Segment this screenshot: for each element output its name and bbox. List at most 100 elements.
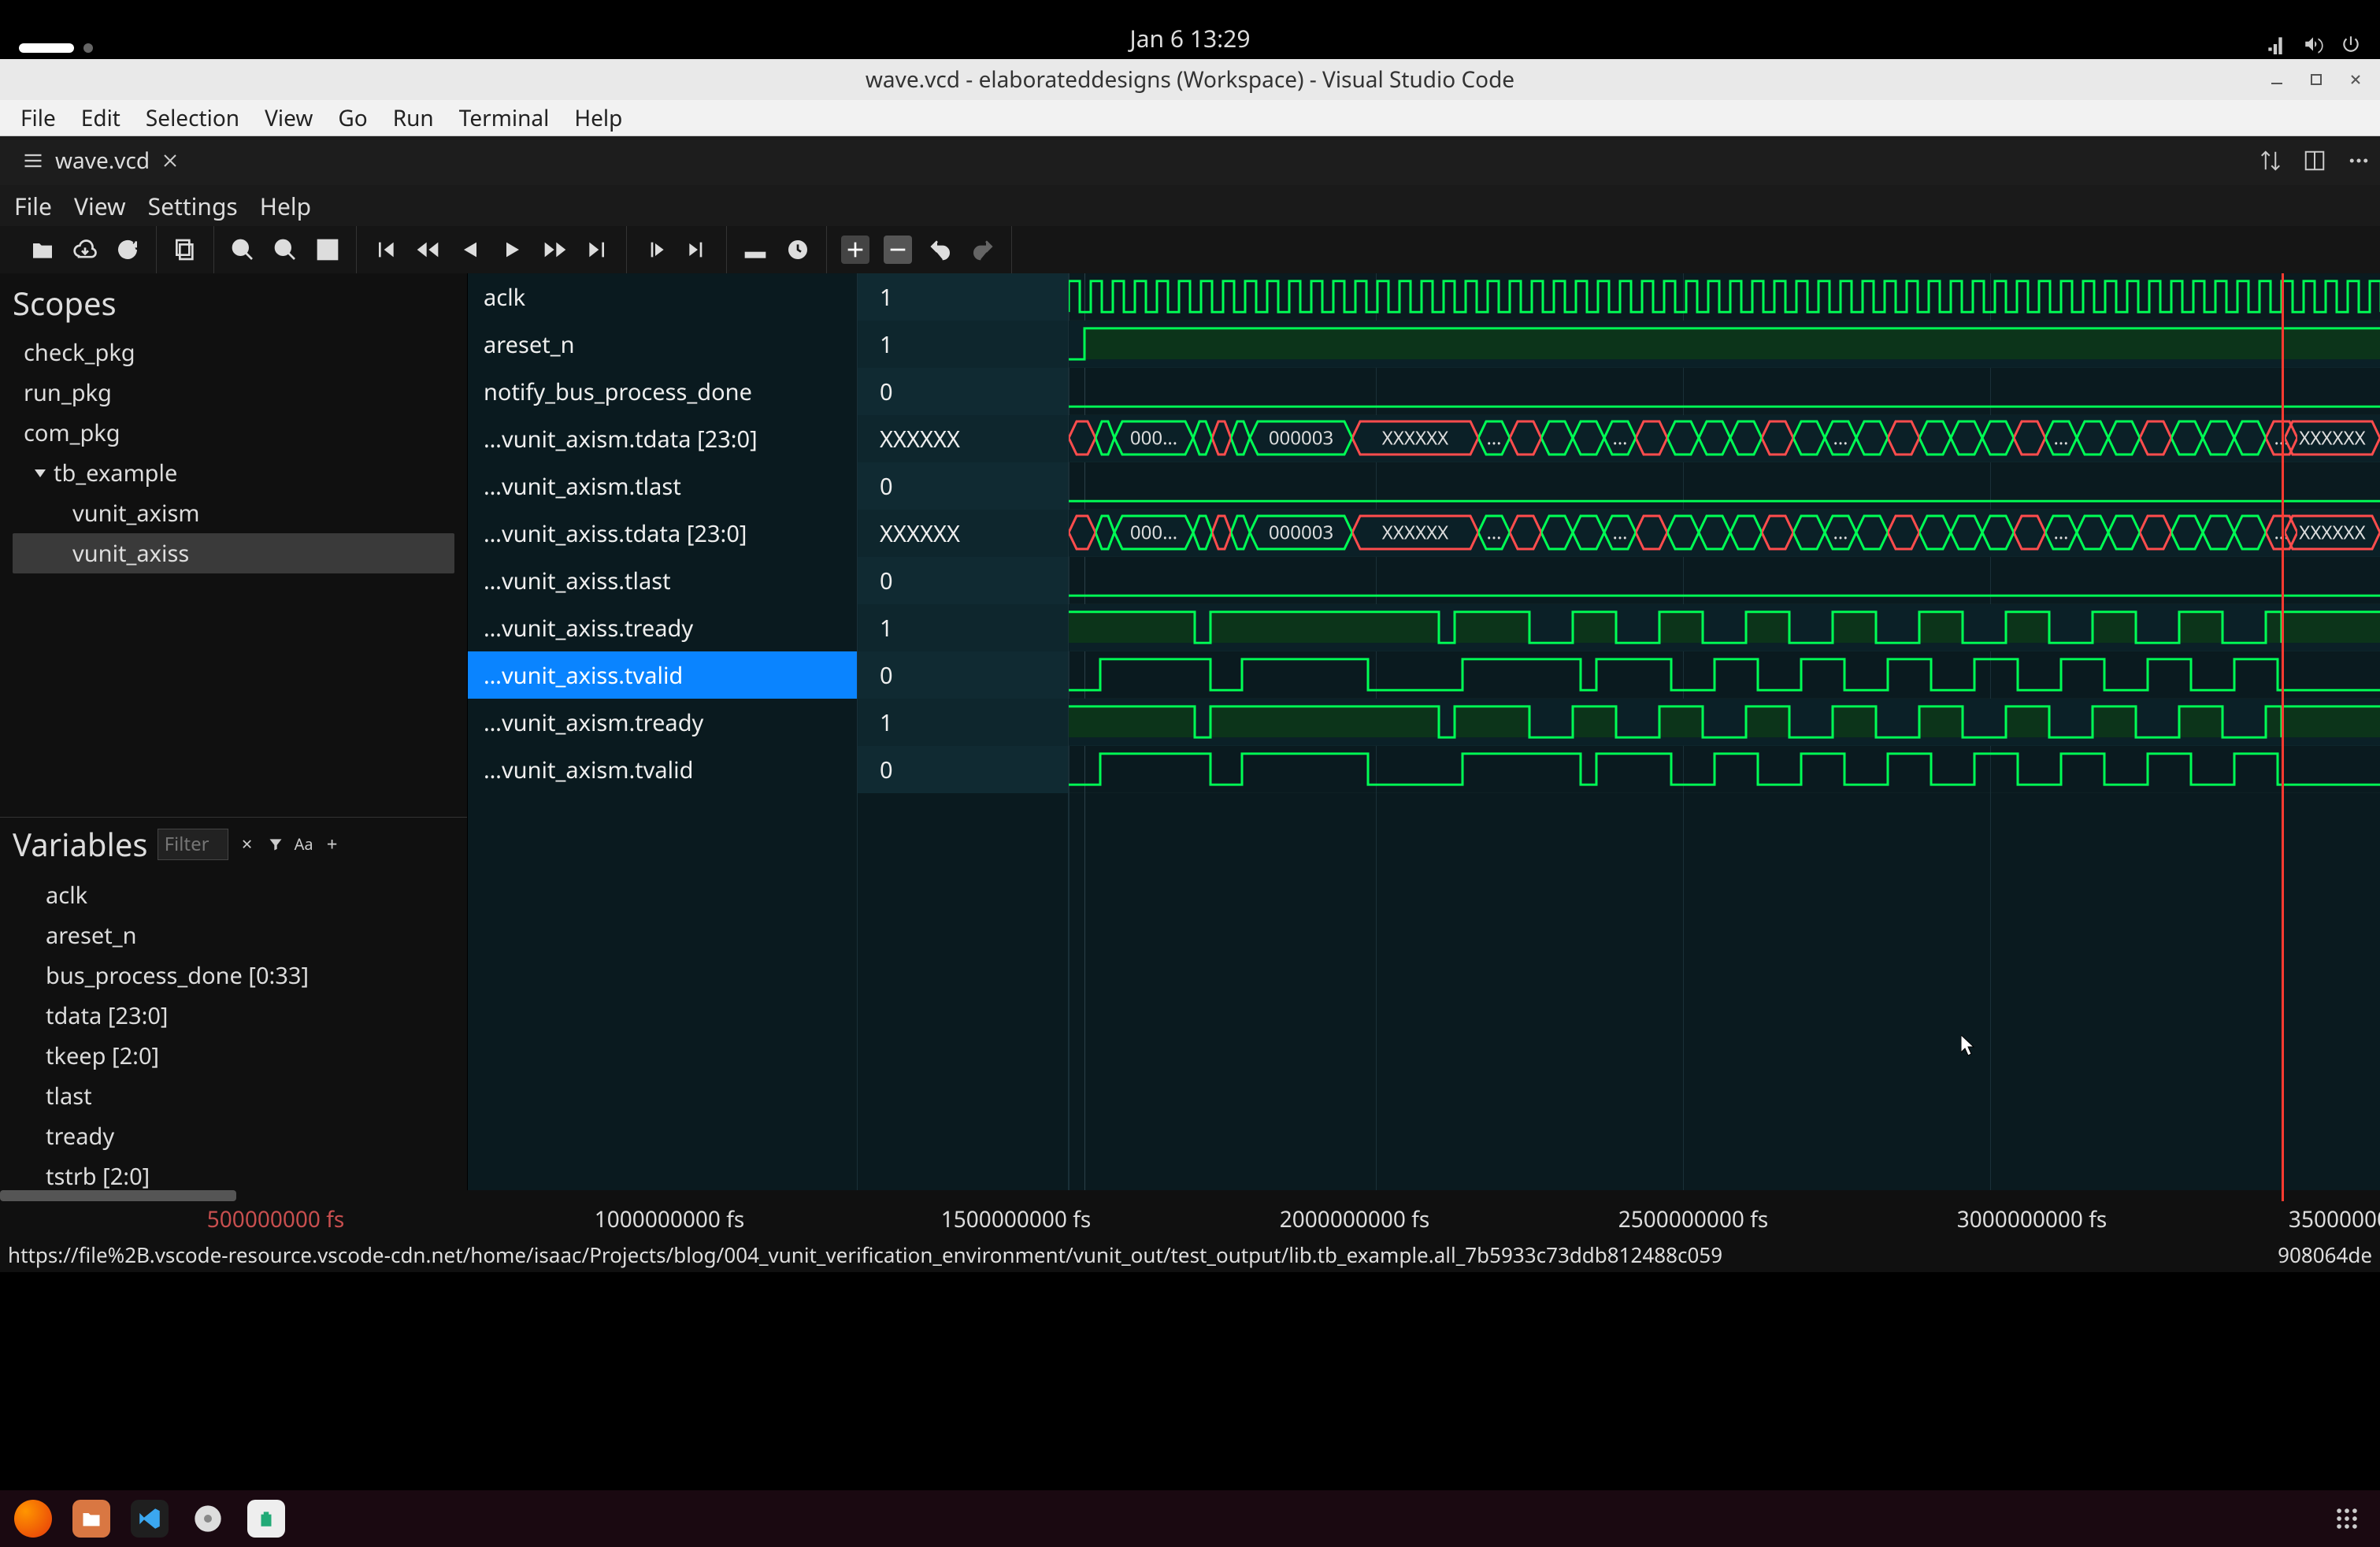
signal-name[interactable]: notify_bus_process_done [468,368,857,415]
more-icon[interactable] [2347,149,2371,173]
viewer-menu-settings[interactable]: Settings [148,190,238,222]
variable-item[interactable]: bus_process_done [0:33] [38,955,454,996]
activities-pill[interactable] [19,43,74,53]
signal-value: 1 [858,321,1068,368]
signal-name[interactable]: …vunit_axiss.tvalid [468,651,857,699]
horizontal-scrollbar[interactable] [0,1190,2380,1201]
waveform-area[interactable]: 000…000003XXXXXX……………XXXXXX 000…000003XXX… [1069,273,2380,1201]
wave-row[interactable] [1069,368,2380,415]
wave-row[interactable] [1069,651,2380,699]
add-button[interactable] [841,236,869,264]
play-icon[interactable] [499,236,527,264]
files-icon[interactable] [72,1500,110,1538]
scope-item[interactable]: check_pkg [13,332,454,373]
signal-name[interactable]: …vunit_axism.tvalid [468,746,857,793]
variables-filter-input[interactable] [158,829,228,860]
wave-row[interactable] [1069,746,2380,793]
wave-row[interactable] [1069,273,2380,321]
scope-item[interactable]: vunit_axiss [13,533,454,573]
next-edge-icon[interactable] [684,236,712,264]
menu-view[interactable]: View [254,100,324,136]
signal-name[interactable]: …vunit_axiss.tready [468,604,857,651]
menu-file[interactable]: File [9,100,67,136]
menu-selection[interactable]: Selection [135,100,250,136]
redo-icon[interactable] [969,236,997,264]
open-icon[interactable] [28,236,57,264]
variable-item[interactable]: tlast [38,1076,454,1116]
minimize-button[interactable] [2260,63,2293,96]
cloud-down-icon[interactable] [71,236,99,264]
menu-edit[interactable]: Edit [70,100,132,136]
signal-name[interactable]: areset_n [468,321,857,368]
signal-name[interactable]: …vunit_axiss.tlast [468,557,857,604]
zoom-fit-icon[interactable] [313,236,342,264]
menu-terminal[interactable]: Terminal [448,100,561,136]
wave-row[interactable] [1069,699,2380,746]
funnel-icon[interactable] [266,835,285,854]
viewer-menu-view[interactable]: View [74,190,126,222]
undo-icon[interactable] [926,236,955,264]
wave-row[interactable] [1069,321,2380,368]
wave-row[interactable] [1069,604,2380,651]
remove-button[interactable] [884,236,912,264]
scope-item[interactable]: com_pkg [13,413,454,453]
clear-filter-icon[interactable]: × [238,835,257,854]
signal-name[interactable]: …vunit_axism.tlast [468,462,857,510]
skip-end-icon[interactable] [584,236,612,264]
signal-name[interactable]: …vunit_axiss.tdata [23:0] [468,510,857,557]
compare-icon[interactable] [2259,149,2282,173]
menu-help[interactable]: Help [563,100,633,136]
vscode-icon[interactable] [131,1500,169,1538]
scope-item[interactable]: vunit_axism [13,493,454,533]
power-icon[interactable] [2341,34,2361,54]
zoom-out-icon[interactable] [271,236,299,264]
fast-forward-icon[interactable] [541,236,569,264]
volume-icon[interactable] [2303,34,2323,54]
variable-item[interactable]: tkeep [2:0] [38,1036,454,1076]
variable-item[interactable]: areset_n [38,915,454,955]
signal-name[interactable]: …vunit_axism.tdata [23:0] [468,415,857,462]
scope-item[interactable]: tb_example [13,453,454,493]
wave-row[interactable] [1069,557,2380,604]
variable-item[interactable]: tready [38,1116,454,1156]
ruler-icon[interactable] [741,236,769,264]
firefox-icon[interactable] [14,1500,52,1538]
copy-icon[interactable] [171,236,199,264]
add-variable-icon[interactable]: + [323,835,342,854]
signal-name[interactable]: …vunit_axism.tready [468,699,857,746]
step-back-icon[interactable] [456,236,484,264]
variable-item[interactable]: tdata [23:0] [38,996,454,1036]
menu-run[interactable]: Run [382,100,445,136]
wave-row[interactable] [1069,462,2380,510]
show-apps-icon[interactable] [2328,1500,2366,1538]
time-icon[interactable] [784,236,812,264]
maximize-button[interactable] [2300,63,2333,96]
case-icon[interactable]: Aa [295,835,313,854]
menu-go[interactable]: Go [327,100,378,136]
viewer-menu-help[interactable]: Help [260,190,311,222]
workspace-dot[interactable] [83,43,93,53]
close-icon[interactable] [161,151,180,170]
time-tick: 3000000000 fs [1957,1204,2108,1234]
split-icon[interactable] [2303,149,2326,173]
time-cursor[interactable] [2282,273,2284,1201]
disc-icon[interactable] [189,1500,227,1538]
network-icon[interactable] [2265,34,2285,54]
trash-icon[interactable] [247,1500,285,1538]
variable-item[interactable]: aclk [38,875,454,915]
reload-icon[interactable] [113,236,142,264]
rewind-icon[interactable] [413,236,442,264]
viewer-menu-file[interactable]: File [14,190,52,222]
scrollbar-thumb[interactable] [0,1190,236,1201]
time-axis[interactable]: 500000000 fs1000000000 fs1500000000 fs20… [0,1201,2380,1237]
signal-name[interactable]: aclk [468,273,857,321]
wave-row[interactable]: 000…000003XXXXXX……………XXXXXX [1069,510,2380,557]
tab-wave-vcd[interactable]: wave.vcd [9,136,192,185]
close-button[interactable] [2339,63,2372,96]
gnome-clock[interactable]: Jan 6 13:29 [1130,22,1251,54]
skip-start-icon[interactable] [371,236,399,264]
wave-row[interactable]: 000…000003XXXXXX……………XXXXXX [1069,415,2380,462]
prev-edge-icon[interactable] [641,236,669,264]
scope-item[interactable]: run_pkg [13,373,454,413]
zoom-in-icon[interactable] [228,236,257,264]
